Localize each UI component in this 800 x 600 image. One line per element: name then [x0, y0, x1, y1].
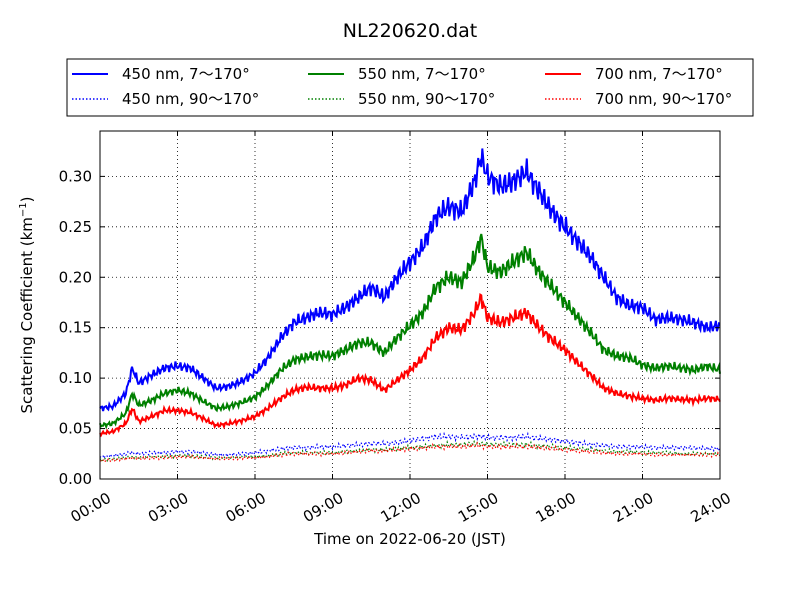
series-lines	[99, 148, 721, 463]
x-tick-label: 24:00	[688, 489, 734, 526]
legend-label: 700 nm, 90～170°	[595, 90, 732, 108]
y-axis-label: Scattering Coefficient (km−1)	[18, 196, 36, 413]
y-tick-label: 0.15	[59, 319, 92, 337]
grid	[100, 131, 720, 479]
y-tick-label: 0.00	[59, 470, 92, 488]
x-tick-label: 15:00	[455, 489, 501, 526]
y-axis-label-close: )	[18, 196, 36, 202]
x-tick-label: 09:00	[300, 489, 346, 526]
series-line-3	[99, 293, 721, 438]
x-axis-label: Time on 2022-06-20 (JST)	[313, 530, 506, 548]
legend-label: 550 nm, 90～170°	[358, 90, 495, 108]
series-line-1	[99, 148, 721, 412]
x-tick-label: 18:00	[533, 489, 579, 526]
y-tick-label: 0.10	[59, 369, 92, 387]
y-tick-label: 0.30	[59, 167, 92, 185]
x-tick-label: 06:00	[223, 489, 269, 526]
legend-label: 550 nm, 7～170°	[358, 65, 486, 83]
legend-label: 450 nm, 90～170°	[122, 90, 259, 108]
legend-box	[66, 58, 754, 117]
legend-label: 700 nm, 7～170°	[595, 65, 723, 83]
series-line-6	[99, 441, 721, 463]
series-line-4	[99, 431, 721, 460]
series-line-2	[99, 233, 721, 430]
y-tick-label: 0.05	[59, 420, 92, 438]
x-tick-label: 21:00	[610, 489, 656, 526]
y-tick-label: 0.25	[59, 218, 92, 236]
x-tick-label: 00:00	[68, 489, 114, 526]
y-tick-label: 0.20	[59, 268, 92, 286]
y-axis-label-main: Scattering Coefficient (km	[18, 217, 36, 413]
legend: 450 nm, 7～170° 550 nm, 7～170° 700 nm, 7～17…	[66, 58, 754, 117]
axis-ticks: 00:00 03:00 06:00 09:00 12:00 15:00 18:00 21:00…	[59, 131, 734, 526]
x-tick-label: 03:00	[145, 489, 191, 526]
chart-title: NL220620.dat	[343, 20, 478, 42]
x-tick-label: 12:00	[378, 489, 424, 526]
y-axis-label-exponent: −1	[18, 202, 29, 217]
legend-label: 450 nm, 7～170°	[122, 65, 250, 83]
